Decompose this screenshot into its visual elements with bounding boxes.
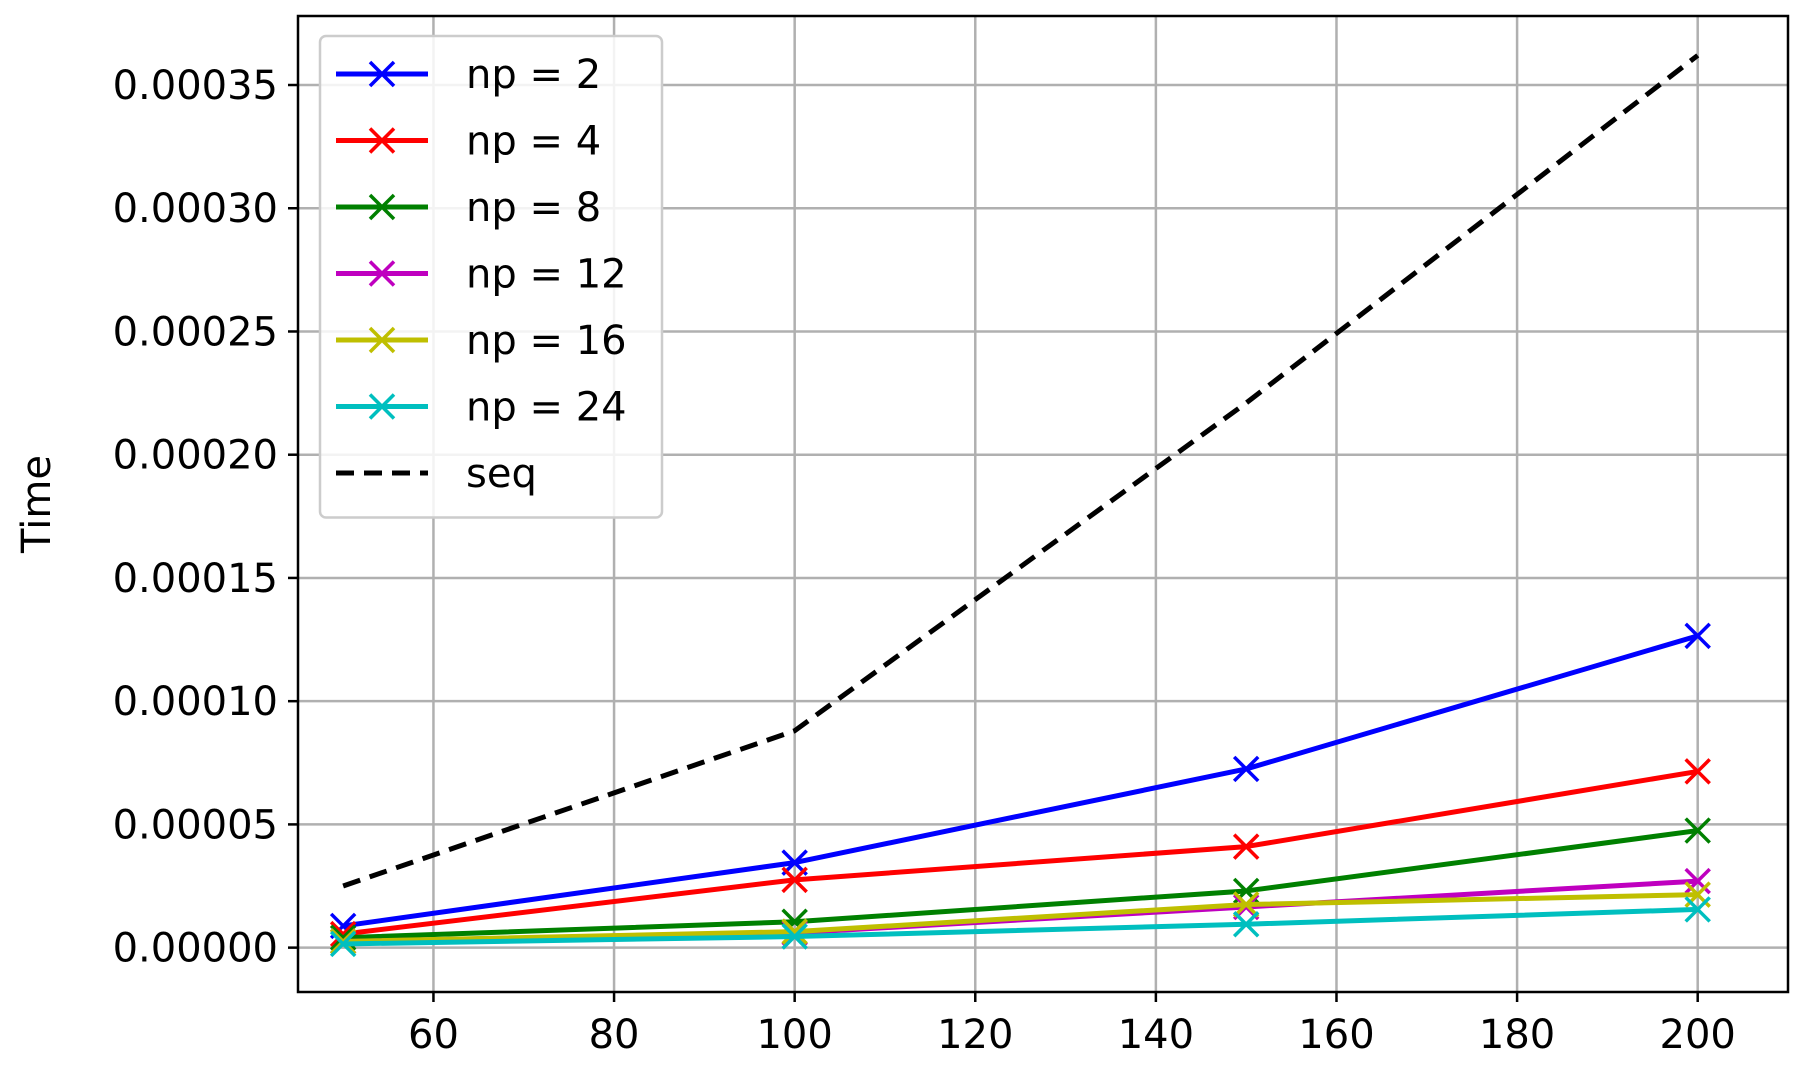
- y-tick-label: 0.00010: [113, 679, 278, 725]
- legend-item-np-4: np = 4: [336, 119, 601, 165]
- x-tick-label: 160: [1298, 1012, 1374, 1058]
- data-point: [781, 918, 808, 945]
- legend-label: np = 4: [466, 119, 601, 165]
- x-tick-label: 140: [1118, 1012, 1194, 1058]
- legend-label: seq: [466, 451, 537, 497]
- y-tick-label: 0.00000: [113, 926, 278, 972]
- data-point: [1684, 817, 1711, 844]
- x-tick-label: 100: [756, 1012, 832, 1058]
- legend-item-np-12: np = 12: [336, 252, 627, 298]
- y-tick-label: 0.00005: [113, 802, 278, 848]
- series-np-24: [329, 896, 1711, 958]
- y-tick-label: 0.00030: [113, 186, 278, 232]
- legend-marker: [368, 193, 396, 221]
- x-tick-label: 60: [408, 1012, 459, 1058]
- data-point: [781, 866, 808, 894]
- x-tick-label: 120: [937, 1012, 1013, 1058]
- grid: [298, 16, 1788, 992]
- legend-marker: [368, 260, 396, 287]
- y-axis: 0.00000 0.00005 0.00010 0.00015 0.00020 0.000…: [113, 63, 298, 972]
- legend-label: np = 16: [466, 318, 627, 364]
- data-point: [1232, 755, 1260, 783]
- plot-frame: [296, 14, 1790, 994]
- data-point: [1232, 833, 1260, 860]
- y-tick-label: 0.00015: [113, 556, 278, 602]
- legend-item-np-2: np = 2: [336, 52, 601, 98]
- data-point: [1232, 891, 1260, 918]
- legend: np = 2 np = 4 np = 8 np = 12 np = 16 np = 24 s…: [318, 34, 664, 519]
- x-tick-label: 80: [589, 1012, 640, 1058]
- series-layer: [329, 53, 1711, 958]
- legend-marker: [368, 326, 396, 354]
- series-line: [343, 892, 1698, 944]
- legend-marker: [368, 393, 396, 420]
- data-point: [1232, 910, 1260, 938]
- series-seq: [342, 53, 1700, 889]
- x-tick-label: 200: [1660, 1012, 1736, 1058]
- series-line: [343, 906, 1698, 947]
- data-point: [329, 930, 357, 958]
- legend-marker: [368, 127, 396, 154]
- legend-label: np = 2: [466, 52, 601, 98]
- y-axis-label: Time: [14, 455, 60, 554]
- data-point: [1684, 622, 1711, 650]
- data-point: [781, 923, 808, 950]
- legend-label: np = 24: [466, 385, 627, 431]
- legend-item-np-8: np = 8: [336, 185, 601, 231]
- legend-label: np = 8: [466, 185, 601, 231]
- legend-label: np = 12: [466, 252, 627, 298]
- x-tick-label: 180: [1479, 1012, 1555, 1058]
- y-tick-label: 0.00025: [113, 309, 278, 355]
- legend-marker: [368, 60, 396, 88]
- series-line: [342, 53, 1700, 889]
- data-point: [1684, 896, 1711, 923]
- data-point: [1684, 758, 1711, 785]
- series-np-4: [329, 758, 1711, 948]
- x-axis: 60 80 100 120 140 160 180 200: [408, 992, 1736, 1058]
- legend-item-np-24: np = 24: [336, 385, 627, 431]
- series-line: [342, 768, 1699, 937]
- y-tick-label: 0.00035: [113, 63, 278, 109]
- series-line: [343, 828, 1699, 941]
- y-tick-label: 0.00020: [113, 433, 278, 479]
- legend-item-np-16: np = 16: [336, 318, 627, 364]
- legend-box: [318, 34, 664, 519]
- series-line: [342, 633, 1699, 929]
- legend-item-seq: seq: [336, 451, 537, 497]
